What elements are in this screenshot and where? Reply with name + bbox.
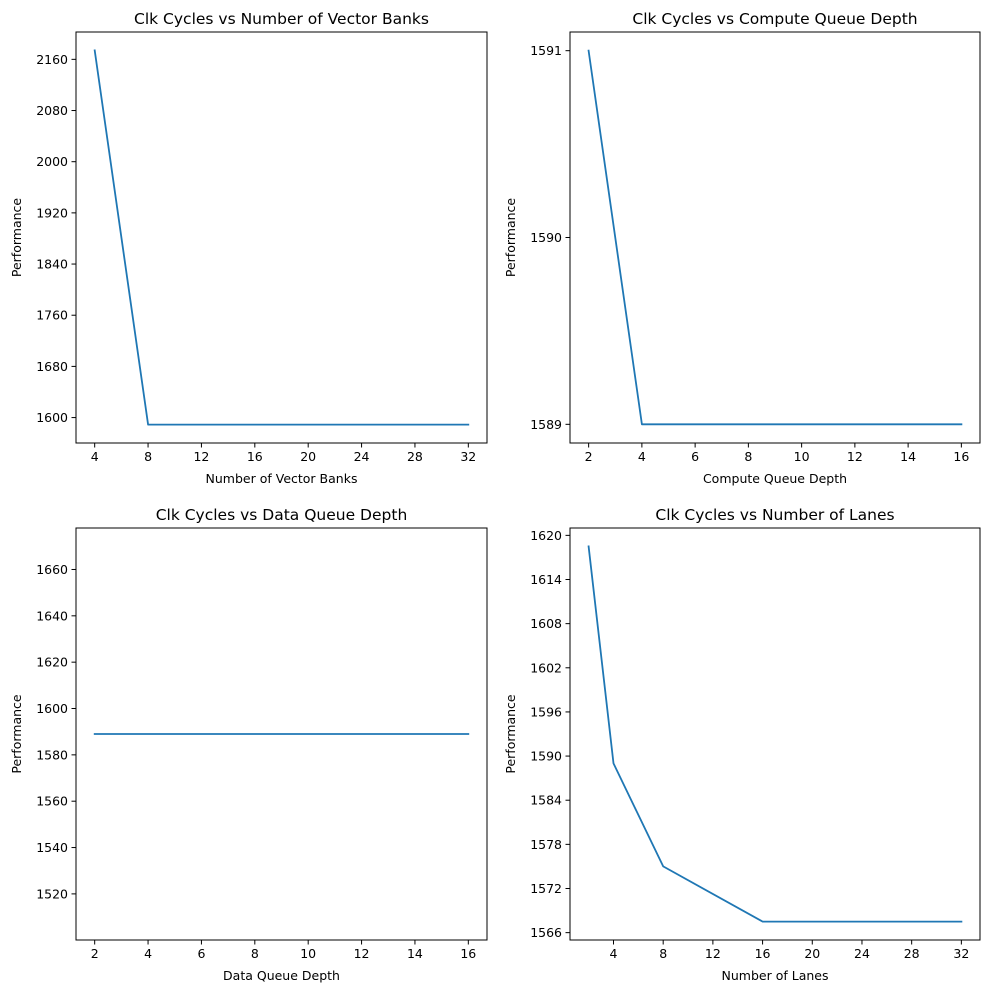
x-tick-label: 4 (91, 449, 99, 464)
y-tick-label: 1584 (530, 793, 562, 808)
chart-title: Clk Cycles vs Number of Vector Banks (134, 10, 429, 28)
x-tick-label: 12 (193, 449, 209, 464)
chart-panel-3: Clk Cycles vs Data Queue Depth 2 4 6 8 10 12 14… (9, 506, 488, 983)
x-tick-label: 10 (794, 449, 810, 464)
x-tick-label: 28 (407, 449, 423, 464)
plot-frame (569, 31, 981, 444)
x-tick-label: 8 (744, 449, 752, 464)
y-tick-label: 1596 (530, 704, 562, 719)
y-tick-label: 1840 (36, 257, 68, 272)
x-tick-label: 14 (407, 946, 423, 961)
y-tick-label: 1608 (530, 616, 562, 631)
y-tick-label: 2160 (36, 52, 68, 67)
chart-panel-1: Clk Cycles vs Number of Vector Banks 4 8 12… (9, 10, 488, 486)
y-tick-label: 1566 (530, 925, 562, 940)
y-tick-label: 1580 (36, 747, 68, 762)
y-axis-label: Performance (503, 694, 518, 774)
y-tick-label: 1578 (530, 837, 562, 852)
y-tick-label: 1589 (530, 417, 562, 432)
y-tick-label: 1540 (36, 840, 68, 855)
x-tick-label: 16 (460, 946, 476, 961)
y-tick-label: 1760 (36, 308, 68, 323)
y-tick-label: 1680 (36, 359, 68, 374)
x-tick-label: 16 (247, 449, 263, 464)
x-tick-label: 8 (144, 449, 152, 464)
y-tick-label: 1560 (36, 794, 68, 809)
plot-frame (569, 527, 981, 941)
x-tick-label: 16 (953, 449, 969, 464)
x-tick-label: 12 (847, 449, 863, 464)
y-tick-label: 1620 (530, 528, 562, 543)
x-tick-label: 6 (197, 946, 205, 961)
x-axis-label: Number of Lanes (722, 968, 829, 983)
x-tick-label: 2 (585, 449, 593, 464)
x-tick-label: 4 (144, 946, 152, 961)
series-line (587, 545, 963, 923)
y-tick-label: 1590 (530, 230, 562, 245)
chart-title: Clk Cycles vs Number of Lanes (655, 506, 894, 524)
y-tick-label: 1520 (36, 886, 68, 901)
y-tick-label: 1602 (530, 660, 562, 675)
y-tick-label: 1572 (530, 881, 562, 896)
y-axis-label: Performance (503, 198, 518, 278)
chart-panel-2: Clk Cycles vs Compute Queue Depth 2 4 6 8 10 1… (503, 10, 981, 486)
y-tick-label: 1920 (36, 205, 68, 220)
plot-frame (75, 31, 488, 444)
x-tick-label: 14 (900, 449, 916, 464)
y-tick-label: 1590 (530, 749, 562, 764)
x-tick-label: 4 (638, 449, 646, 464)
x-tick-label: 12 (354, 946, 370, 961)
series-line (93, 49, 470, 426)
x-axis-label: Number of Vector Banks (206, 471, 358, 486)
y-tick-label: 1600 (36, 701, 68, 716)
x-tick-label: 2 (91, 946, 99, 961)
x-tick-label: 12 (705, 946, 721, 961)
x-tick-label: 20 (300, 449, 316, 464)
x-tick-label: 20 (804, 946, 820, 961)
x-tick-label: 32 (460, 449, 476, 464)
x-tick-label: 10 (300, 946, 316, 961)
x-tick-label: 8 (659, 946, 667, 961)
x-tick-label: 4 (610, 946, 618, 961)
x-tick-label: 16 (755, 946, 771, 961)
y-tick-label: 1614 (530, 572, 562, 587)
x-tick-label: 8 (251, 946, 259, 961)
series-line (587, 49, 963, 426)
y-tick-label: 1591 (530, 43, 562, 58)
x-tick-label: 6 (691, 449, 699, 464)
y-tick-label: 1660 (36, 562, 68, 577)
x-axis-label: Compute Queue Depth (703, 471, 847, 486)
y-axis-label: Performance (9, 198, 24, 278)
y-tick-label: 2000 (36, 154, 68, 169)
x-tick-label: 32 (953, 946, 969, 961)
y-tick-label: 1600 (36, 410, 68, 425)
x-tick-label: 24 (854, 946, 870, 961)
y-tick-label: 1620 (36, 655, 68, 670)
chart-title: Clk Cycles vs Data Queue Depth (156, 506, 408, 524)
y-tick-label: 1640 (36, 608, 68, 623)
x-tick-label: 28 (904, 946, 920, 961)
y-tick-label: 2080 (36, 103, 68, 118)
x-tick-label: 24 (354, 449, 370, 464)
chart-title: Clk Cycles vs Compute Queue Depth (632, 10, 917, 28)
plot-frame (75, 527, 488, 941)
x-axis-label: Data Queue Depth (223, 968, 340, 983)
y-axis-label: Performance (9, 694, 24, 774)
